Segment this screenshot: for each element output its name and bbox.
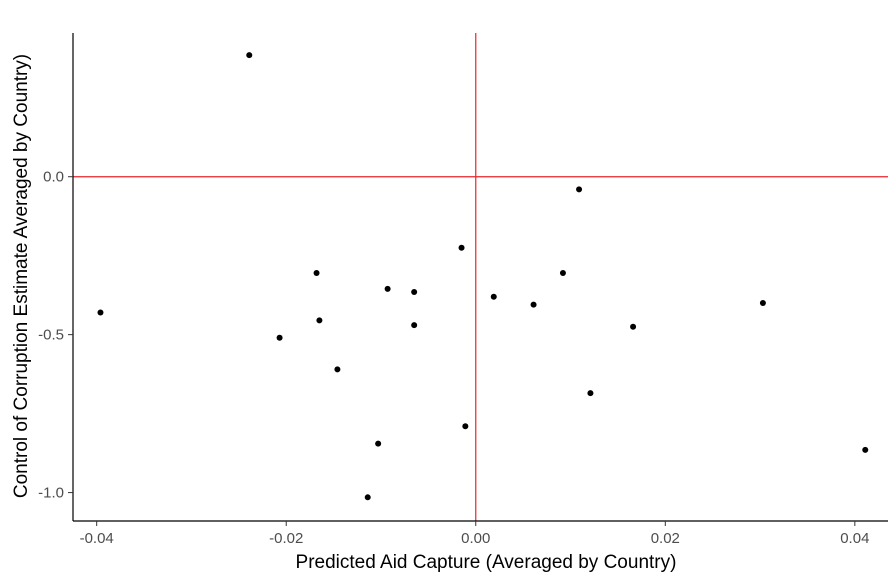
data-point xyxy=(759,300,766,307)
data-point xyxy=(276,334,283,341)
data-point xyxy=(630,323,637,330)
data-point xyxy=(559,270,566,277)
data-point xyxy=(246,52,253,59)
data-point xyxy=(458,244,465,251)
y-tick-label: -1.0 xyxy=(38,485,64,502)
data-point xyxy=(490,293,497,300)
data-point xyxy=(411,289,418,296)
x-tick-label: -0.04 xyxy=(80,530,114,547)
tick-layer: -0.04 -0.02 0.00 0.02 0.04 -1.0 -0.5 0.0 xyxy=(38,33,888,547)
x-tick-label: 0.02 xyxy=(651,530,680,547)
x-axis-title: Predicted Aid Capture (Averaged by Count… xyxy=(296,552,677,573)
data-point xyxy=(587,390,594,397)
data-point xyxy=(576,186,583,193)
y-tick-label: 0.0 xyxy=(43,169,64,186)
y-axis-title: Control of Corruption Estimate Averaged … xyxy=(11,54,32,498)
data-point xyxy=(384,285,391,292)
data-point xyxy=(462,423,469,430)
x-tick-label: -0.02 xyxy=(269,530,303,547)
y-tick-label: -0.5 xyxy=(38,327,64,344)
data-point xyxy=(97,309,104,316)
data-point xyxy=(375,440,382,447)
data-point xyxy=(313,270,320,277)
x-tick-label: 0.00 xyxy=(461,530,490,547)
data-point xyxy=(364,494,371,501)
data-point xyxy=(530,301,537,308)
data-point xyxy=(334,366,341,373)
x-tick-label: 0.04 xyxy=(840,530,869,547)
data-point xyxy=(411,322,418,329)
data-point xyxy=(316,317,323,324)
data-point xyxy=(862,446,869,453)
plot-area xyxy=(73,33,888,521)
